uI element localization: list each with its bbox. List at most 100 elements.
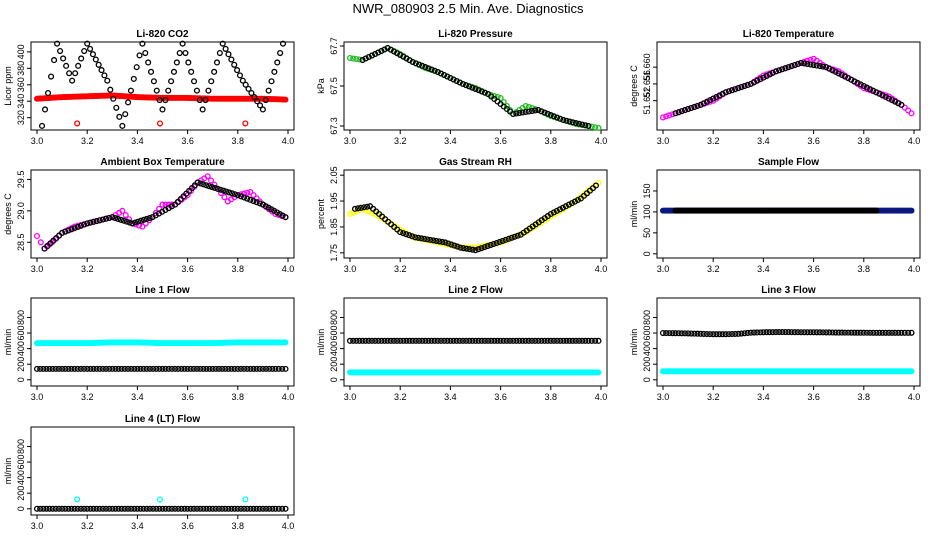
x-tick-label: 3.6 bbox=[181, 136, 194, 146]
series-secondary bbox=[38, 40, 287, 129]
data-point bbox=[510, 110, 517, 118]
x-tick-label: 3.8 bbox=[232, 136, 245, 146]
y-tick-label: 51.656 bbox=[642, 70, 652, 98]
data-point bbox=[259, 106, 266, 113]
x-tick-label: 3.6 bbox=[807, 392, 820, 402]
data-point bbox=[81, 47, 88, 55]
data-point bbox=[791, 329, 798, 336]
data-point bbox=[472, 337, 479, 344]
data-point bbox=[595, 124, 602, 132]
x-tick-label: 3.8 bbox=[858, 264, 871, 274]
data-point bbox=[854, 329, 861, 336]
data-point bbox=[908, 110, 915, 117]
data-point bbox=[544, 110, 551, 117]
data-point bbox=[525, 108, 532, 115]
data-point bbox=[879, 92, 886, 99]
x-tick-label: 3.2 bbox=[394, 136, 407, 146]
y-tick-label: 1.75 bbox=[329, 244, 339, 262]
data-point bbox=[81, 505, 88, 512]
data-point bbox=[256, 200, 263, 207]
x-tick-label: 3.8 bbox=[232, 264, 245, 274]
data-point bbox=[675, 330, 682, 337]
data-point bbox=[513, 337, 520, 344]
panel-title: Li-820 Temperature bbox=[743, 29, 835, 40]
data-point bbox=[131, 505, 138, 512]
data-point bbox=[794, 60, 801, 68]
data-point bbox=[503, 102, 510, 110]
data-point bbox=[457, 244, 464, 251]
data-point bbox=[99, 216, 106, 223]
x-tick-label: 3.4 bbox=[131, 136, 144, 146]
data-point bbox=[469, 337, 476, 344]
y-tick-label: 400 bbox=[16, 44, 26, 59]
data-point bbox=[156, 365, 163, 372]
data-point bbox=[68, 365, 75, 372]
data-point bbox=[140, 365, 147, 372]
data-point bbox=[491, 337, 498, 344]
data-point bbox=[685, 105, 692, 113]
data-point bbox=[55, 365, 63, 372]
data-point bbox=[525, 337, 532, 344]
data-point bbox=[40, 505, 47, 512]
data-point bbox=[178, 365, 185, 372]
data-point bbox=[93, 505, 100, 512]
data-point bbox=[659, 114, 667, 121]
data-point bbox=[356, 337, 363, 344]
data-point bbox=[150, 365, 157, 372]
data-point bbox=[747, 329, 754, 336]
data-point bbox=[116, 113, 123, 120]
data-point bbox=[182, 49, 189, 57]
data-point bbox=[197, 505, 204, 512]
data-point bbox=[175, 505, 182, 512]
data-point bbox=[412, 337, 419, 344]
plot-frame bbox=[343, 297, 608, 387]
x-tick-label: 3.8 bbox=[858, 392, 871, 402]
data-point bbox=[359, 56, 366, 64]
data-point bbox=[221, 194, 228, 201]
data-point bbox=[368, 337, 376, 344]
data-point bbox=[463, 337, 470, 344]
data-point bbox=[560, 116, 567, 124]
data-point bbox=[595, 369, 602, 376]
x-tick-label: 3.4 bbox=[131, 264, 144, 274]
y-tick-label: 28.5 bbox=[16, 234, 26, 252]
data-point bbox=[390, 337, 397, 344]
data-point bbox=[760, 72, 767, 79]
series-primary bbox=[34, 339, 289, 347]
y-tick-label: 340 bbox=[16, 94, 26, 109]
data-point bbox=[838, 329, 845, 336]
y-axis-label: ml/min bbox=[316, 329, 326, 356]
x-tick-label: 4.0 bbox=[595, 392, 608, 402]
data-point bbox=[122, 111, 129, 118]
data-point bbox=[175, 365, 182, 372]
data-point bbox=[131, 365, 138, 372]
panel-title: Line 3 Flow bbox=[761, 285, 816, 296]
data-point bbox=[234, 505, 241, 512]
data-point bbox=[582, 122, 589, 129]
data-point bbox=[37, 365, 44, 372]
data-point bbox=[879, 329, 886, 336]
data-point bbox=[810, 61, 817, 69]
data-point bbox=[237, 191, 244, 198]
data-point bbox=[121, 505, 128, 512]
data-point bbox=[691, 103, 698, 111]
data-point bbox=[700, 100, 707, 107]
data-point bbox=[256, 198, 263, 205]
series-secondary bbox=[659, 329, 915, 338]
y-tick-label: 200 bbox=[16, 486, 26, 501]
data-point bbox=[459, 337, 467, 344]
data-point bbox=[397, 337, 404, 344]
data-point bbox=[722, 331, 729, 338]
data-point bbox=[424, 236, 431, 243]
data-point bbox=[557, 115, 564, 122]
data-point bbox=[40, 365, 47, 372]
data-point bbox=[400, 337, 407, 344]
data-point bbox=[496, 238, 503, 246]
data-point bbox=[535, 337, 542, 344]
data-point bbox=[522, 102, 529, 110]
data-point bbox=[231, 365, 238, 372]
data-point bbox=[107, 86, 114, 93]
data-point bbox=[595, 337, 602, 344]
data-point bbox=[265, 87, 272, 94]
x-tick-label: 3.4 bbox=[444, 392, 457, 402]
